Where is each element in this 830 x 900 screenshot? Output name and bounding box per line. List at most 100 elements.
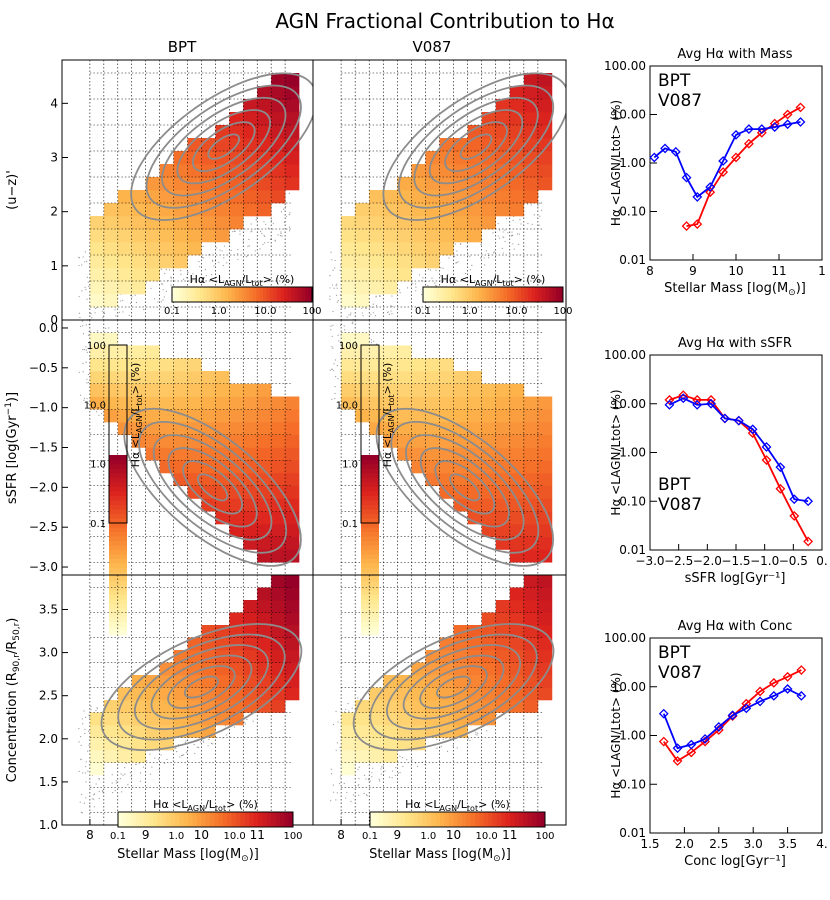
heatmap-cell: [425, 371, 440, 385]
colorbar-segment: [531, 812, 537, 827]
scatter-point: [333, 791, 335, 793]
heatmap-cell: [523, 587, 539, 601]
colorbar-segment: [361, 599, 379, 604]
density-contour: [191, 121, 256, 173]
heatmap-cell: [173, 242, 188, 256]
heatmap-cell: [131, 750, 146, 763]
colorbar-segment: [542, 287, 546, 302]
scatter-point: [374, 315, 376, 317]
heatmap-cell: [285, 625, 300, 638]
heatmap-cell: [481, 700, 497, 713]
scatter-point: [399, 292, 401, 294]
scatter-point: [350, 312, 352, 314]
series-point: [796, 665, 807, 675]
colorbar-segment: [109, 468, 127, 474]
colorbar-segment: [109, 567, 127, 573]
heatmap-cell: [117, 345, 133, 359]
scatter-point: [346, 316, 348, 318]
heatmap-cell: [537, 637, 553, 651]
series-point: [775, 483, 786, 494]
heatmap-cell: [201, 662, 216, 676]
heatmap-cell: [537, 524, 553, 538]
scatter-point: [289, 212, 291, 214]
heatmap-cell: [397, 203, 412, 217]
heatmap-cell: [271, 549, 286, 563]
heatmap-cell: [341, 216, 356, 230]
scatter-point: [197, 746, 200, 749]
colorbar-segment: [291, 287, 295, 302]
heatmap-cell: [481, 396, 497, 410]
scatter-point: [512, 243, 514, 245]
heatmap-cell: [341, 396, 356, 410]
scatter-point: [111, 782, 113, 784]
colorbar-segment: [361, 545, 379, 550]
heatmap-cell: [243, 383, 258, 397]
scatter-point: [185, 751, 188, 753]
x-tick-label: 8: [337, 828, 345, 842]
colorbar-segment: [361, 459, 379, 465]
colorbar-segment: [521, 287, 525, 302]
scatter-point: [78, 727, 80, 730]
scatter-point: [86, 351, 88, 353]
scatter-point: [124, 767, 126, 769]
colorbar-segment: [109, 558, 127, 564]
heatmap-cell: [495, 612, 511, 626]
heatmap-cell: [145, 434, 160, 448]
y-tick-label: 4: [50, 96, 58, 110]
heatmap-cell: [187, 460, 202, 474]
scatter-point: [95, 327, 96, 328]
scatter-point: [415, 286, 417, 288]
scatter-point: [81, 264, 83, 266]
heatmap-cell: [173, 190, 188, 204]
heatmap-cell: [145, 242, 160, 256]
scatter-point: [349, 314, 352, 316]
heatmap-cell: [243, 662, 258, 676]
scatter-point: [122, 774, 124, 776]
heatmap-cell: [397, 190, 412, 204]
heatmap-cell: [173, 255, 188, 269]
heatmap-cell: [159, 434, 174, 448]
heatmap-cell: [215, 498, 230, 512]
heatmap-cell: [243, 396, 258, 410]
scatter-point: [202, 740, 204, 742]
y-tick-label: −0.5: [29, 361, 58, 375]
colorbar-segment: [433, 287, 438, 302]
scatter-point: [485, 250, 487, 252]
scatter-point: [247, 255, 249, 257]
colorbar-segment: [218, 812, 224, 827]
scatter-point: [356, 324, 357, 325]
heatmap-cell: [537, 396, 553, 410]
colorbar-segment: [466, 812, 472, 827]
heatmap-cell: [397, 268, 412, 282]
heatmap-cell: [285, 549, 300, 563]
scatter-point: [487, 252, 489, 255]
line-panel-title: Avg Hα with Mass: [677, 47, 792, 62]
series-point: [670, 146, 681, 157]
heatmap-cell: [537, 409, 553, 423]
heatmap-cell: [495, 125, 511, 139]
scatter-point: [331, 310, 332, 311]
colorbar-segment: [454, 287, 459, 302]
heatmap-cell: [173, 371, 188, 385]
colorbar-tick-label: 100: [535, 831, 554, 842]
heatmap-cell: [481, 383, 497, 397]
scatter-point: [332, 310, 334, 313]
scatter-point: [95, 709, 97, 712]
scatter-point: [96, 707, 98, 709]
scatter-point: [201, 256, 203, 259]
heatmap-cell: [411, 216, 426, 230]
scatter-point: [120, 773, 122, 775]
series-point: [775, 462, 786, 473]
heatmap-cell: [89, 281, 105, 295]
heatmap-cell: [369, 203, 384, 217]
scatter-point: [449, 282, 452, 284]
colorbar-segment: [280, 287, 285, 302]
heatmap-cell: [187, 164, 202, 178]
scatter-point: [225, 734, 227, 736]
series-point: [741, 703, 752, 714]
heatmap-cell: [397, 177, 412, 191]
heatmap-cell: [285, 409, 300, 423]
heatmap-cell: [411, 358, 426, 372]
colorbar-segment: [109, 491, 127, 496]
scatter-point: [497, 222, 499, 225]
